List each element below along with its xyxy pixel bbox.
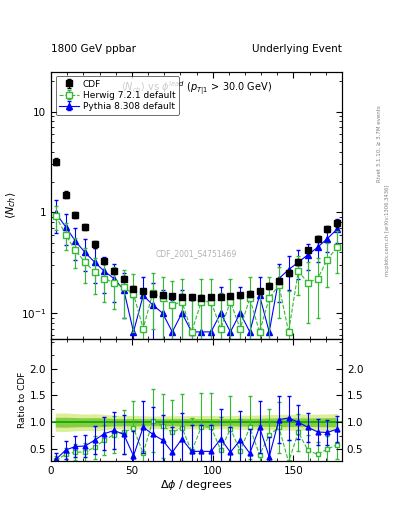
Text: mcplots.cern.ch [arXiv:1306.3436]: mcplots.cern.ch [arXiv:1306.3436] (385, 185, 389, 276)
Text: Underlying Event: Underlying Event (252, 44, 342, 54)
X-axis label: $\Delta\phi$ / degrees: $\Delta\phi$ / degrees (160, 478, 233, 493)
Text: $\langle N_{ch}\rangle$ vs $\phi^{lead}$ ($p_{T|1}$ > 30.0 GeV): $\langle N_{ch}\rangle$ vs $\phi^{lead}$… (121, 80, 272, 97)
Text: 1800 GeV ppbar: 1800 GeV ppbar (51, 44, 136, 54)
Text: Rivet 3.1.10, ≥ 3.7M events: Rivet 3.1.10, ≥ 3.7M events (377, 105, 382, 182)
Y-axis label: $\langle N_{ch}\rangle$: $\langle N_{ch}\rangle$ (4, 191, 18, 219)
Y-axis label: Ratio to CDF: Ratio to CDF (18, 372, 27, 428)
Legend: CDF, Herwig 7.2.1 default, Pythia 8.308 default: CDF, Herwig 7.2.1 default, Pythia 8.308 … (55, 76, 179, 115)
Text: CDF_2001_S4751469: CDF_2001_S4751469 (156, 249, 237, 258)
